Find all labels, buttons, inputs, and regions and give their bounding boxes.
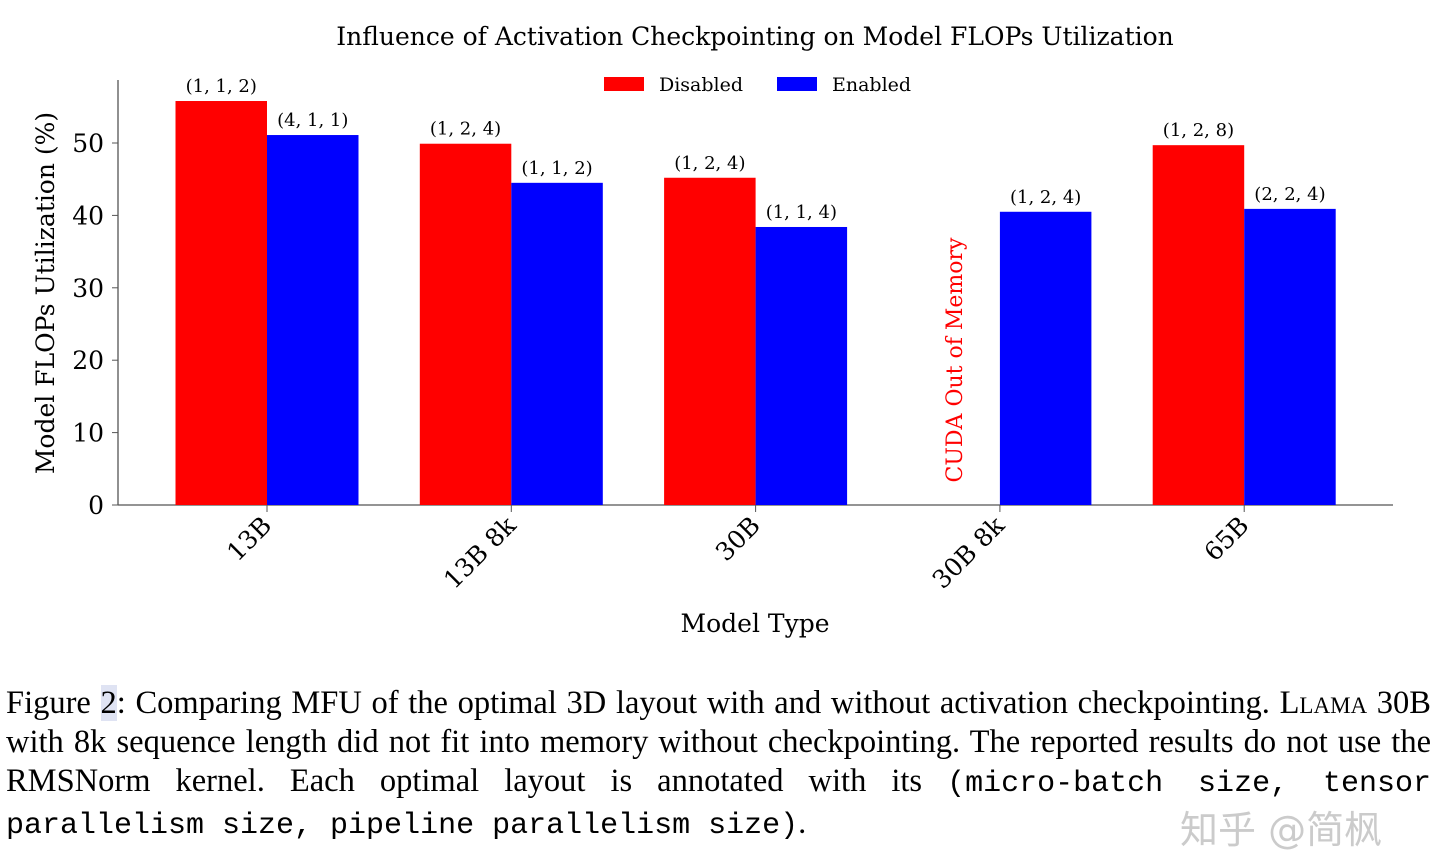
y-tick-label: 50: [72, 129, 104, 158]
x-tick-label: 30B 8k: [927, 510, 1011, 594]
bar-label: (1, 2, 4): [1010, 187, 1081, 208]
caption-text: : Comparing MFU of the optimal 3D layout…: [116, 685, 1280, 721]
bar-label: (1, 1, 2): [521, 158, 592, 179]
y-axis-label: Model FLOPs Utilization (%): [31, 112, 60, 474]
y-tick-label: 40: [72, 201, 104, 230]
bar-disabled: [175, 101, 267, 506]
caption-label: Figure: [6, 685, 101, 721]
bar-label: (1, 1, 2): [186, 76, 257, 97]
bar-label: (1, 2, 8): [1163, 120, 1234, 141]
y-tick-label: 30: [72, 274, 104, 303]
y-tick-label: 20: [72, 346, 104, 375]
watermark: 知乎 @简枫: [1180, 808, 1383, 852]
x-tick-label: 13B: [221, 511, 277, 567]
x-axis-label: Model Type: [681, 609, 830, 638]
legend-label: Disabled: [659, 74, 743, 96]
bar-enabled: [267, 135, 359, 505]
bar-enabled: [511, 182, 603, 505]
caption-mono: (micro-batch size, tensor parallelism si…: [6, 767, 1432, 843]
chart-title: Influence of Activation Checkpointing on…: [336, 22, 1174, 51]
bar-enabled: [999, 211, 1092, 505]
bar-enabled: [755, 226, 848, 505]
x-tick-label: 65B: [1198, 511, 1254, 567]
bar-label: (2, 2, 4): [1254, 184, 1325, 205]
y-tick-label: 0: [88, 491, 104, 520]
x-tick-label: 30B: [710, 511, 766, 567]
bar-label: (1, 2, 4): [674, 153, 745, 174]
legend-swatch-disabled: [604, 77, 644, 91]
bar-label: (1, 1, 4): [766, 202, 837, 223]
bar-label: (1, 2, 4): [430, 119, 501, 140]
caption-text-2: 30B with 8k sequence length did not fit …: [6, 685, 1431, 799]
caption-end: .: [798, 805, 807, 841]
legend-label: Enabled: [832, 74, 911, 96]
bar-disabled: [664, 177, 756, 505]
x-tick-label: 13B 8k: [438, 510, 522, 594]
figure-number-link[interactable]: 2: [100, 685, 117, 721]
figure-caption: Figure 2: Comparing MFU of the optimal 3…: [6, 684, 1431, 846]
bar-disabled: [1152, 145, 1245, 505]
y-tick-label: 10: [72, 419, 104, 448]
bar-enabled: [1244, 208, 1336, 505]
caption-llama: Llama: [1279, 685, 1368, 721]
oom-annotation: CUDA Out of Memory: [943, 237, 968, 482]
legend-swatch-enabled: [777, 77, 817, 91]
bar-chart: Influence of Activation Checkpointing on…: [31, 22, 1393, 638]
bar-disabled: [419, 143, 512, 505]
bar-label: (4, 1, 1): [277, 110, 348, 131]
